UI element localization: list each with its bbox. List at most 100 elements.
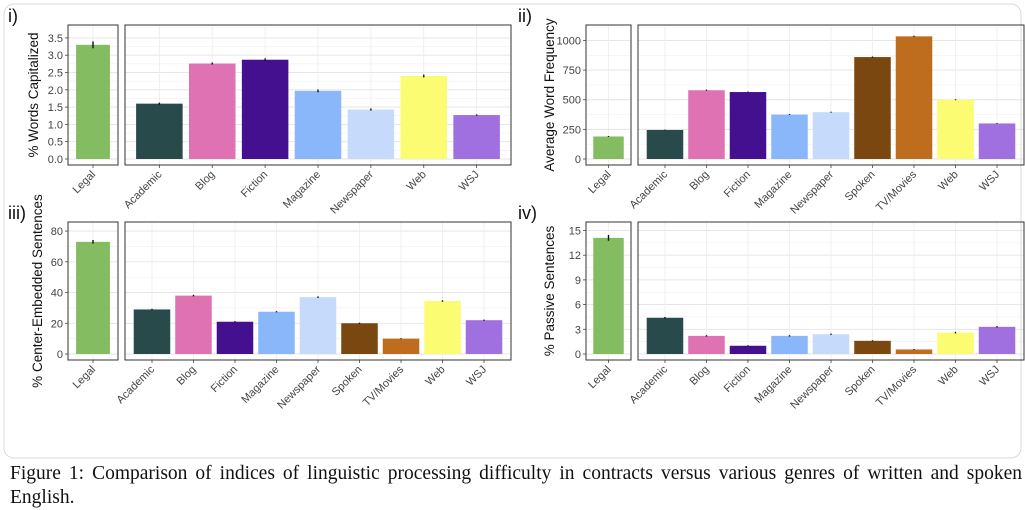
caption-label: Figure 1: [10, 463, 85, 484]
bar-academic [646, 129, 684, 159]
bar-wsj [453, 115, 500, 159]
x-tick-label-spoken: Spoken [330, 364, 365, 399]
bar-tv-movies [382, 338, 420, 354]
facet-legal: Legal [67, 221, 119, 392]
x-tick-label-spoken: Spoken [843, 169, 878, 204]
bar-spoken [341, 323, 378, 354]
y-tick-label: 60 [51, 257, 63, 269]
bar-magazine [771, 114, 808, 159]
y-tick-label: 1000 [557, 35, 581, 47]
x-tick-label-wsj: WSJ [977, 364, 1002, 389]
facet-border [585, 24, 632, 166]
y-axis-label: % Passive Sentences [542, 225, 557, 356]
facet-border [637, 24, 1025, 166]
facet-genres: Academic Blog Fiction Magazine Newspaper Web W… [122, 24, 512, 216]
x-tick-label-tv-movies: TV/Movies [361, 363, 407, 409]
facet-border [637, 221, 1025, 361]
y-axis-label: % Words Capitalized [26, 32, 41, 157]
bar-fiction [216, 321, 254, 354]
x-tick-label-wsj: WSJ [457, 169, 482, 194]
bar-magazine [771, 335, 808, 354]
y-tick-label: 80 [51, 226, 63, 238]
panel-label: iv) [518, 203, 537, 223]
bar-fiction [241, 59, 289, 159]
facet-legal: Legal [585, 221, 632, 391]
x-tick-label-tv-movies: TV/Movies [874, 363, 920, 409]
panel-2: ii) Average Word Frequency Legal Academic Bl… [518, 6, 1025, 216]
bar-magazine [294, 90, 342, 159]
x-tick-label-academic: Academic [114, 363, 157, 406]
facet-border [585, 221, 632, 361]
figure-frame [3, 3, 1022, 459]
facet-legal: Legal [585, 24, 632, 197]
y-tick-label: 2.0 [48, 85, 63, 97]
x-tick-label-magazine: Magazine [281, 169, 323, 211]
facet-legal: Legal [67, 24, 119, 197]
bar-newspaper [299, 297, 337, 354]
y-tick-label: 1.0 [48, 119, 63, 131]
bar-academic [646, 317, 684, 354]
figure: i) % Words Capitalized Legal Academic Blog Fi… [3, 3, 1025, 459]
y-tick-label: 20 [51, 318, 63, 330]
x-tick-label-newspaper: Newspaper [788, 363, 836, 411]
y-tick-label: 0 [575, 349, 581, 361]
y-tick-label: 12 [569, 250, 581, 262]
caption-text: Comparison of indices of linguistic proc… [10, 463, 1022, 508]
x-tick-label-fiction: Fiction [722, 364, 753, 395]
panel-4: iv) % Passive Sentences Legal Academic Blog F… [518, 203, 1025, 411]
x-tick-label-blog: Blog [175, 364, 199, 388]
x-tick-label-academic: Academic [122, 168, 165, 211]
x-tick-label-tv-movies: TV/Movies [874, 168, 920, 214]
x-tick-label-web: Web [936, 169, 960, 193]
bar-spoken [854, 57, 891, 159]
x-tick-label-wsj: WSJ [464, 364, 489, 389]
panel-3: iii) % Center-Embedded Sentences Legal Acad… [8, 194, 512, 411]
x-tick-label-legal: Legal [586, 169, 614, 197]
bar-legal [76, 241, 110, 354]
y-tick-label: 0 [57, 349, 63, 361]
x-tick-label-magazine: Magazine [239, 364, 281, 406]
facet-border [124, 221, 512, 361]
x-tick-label-blog: Blog [688, 364, 712, 388]
y-tick-label: 3.5 [48, 33, 63, 45]
x-tick-label-web: Web [423, 364, 447, 388]
bar-spoken [854, 340, 891, 354]
x-tick-label-legal: Legal [71, 169, 99, 197]
facet-border [67, 24, 119, 166]
bar-web [400, 75, 448, 159]
bar-legal [76, 44, 110, 159]
bar-blog [688, 335, 725, 354]
x-tick-label-web: Web [936, 364, 960, 388]
x-tick-label-fiction: Fiction [239, 169, 270, 200]
bar-blog [188, 63, 236, 159]
y-axis-label: % Center-Embedded Sentences [30, 194, 45, 388]
x-tick-label-legal: Legal [71, 364, 99, 392]
x-tick-label-wsj: WSJ [977, 169, 1002, 194]
figure-caption: Figure 1: Comparison of indices of lingui… [10, 462, 1022, 510]
bar-legal [593, 237, 624, 354]
bar-wsj [978, 123, 1016, 159]
y-tick-label: 0.5 [48, 137, 63, 149]
bar-magazine [258, 311, 295, 354]
x-tick-label-fiction: Fiction [209, 364, 240, 395]
x-tick-label-academic: Academic [627, 168, 670, 211]
bar-blog [688, 90, 725, 159]
y-tick-label: 750 [563, 65, 581, 77]
panel-1: i) % Words Capitalized Legal Academic Blog Fi… [8, 6, 512, 216]
panel-label: iii) [8, 203, 26, 223]
x-tick-label-newspaper: Newspaper [275, 363, 323, 411]
x-tick-label-web: Web [405, 169, 429, 193]
x-tick-label-academic: Academic [627, 363, 670, 406]
bar-fiction [729, 345, 767, 354]
y-tick-label: 500 [563, 95, 581, 107]
bar-wsj [465, 320, 503, 354]
y-tick-label: 250 [563, 124, 581, 136]
y-tick-label: 1.5 [48, 102, 63, 114]
bar-newspaper [812, 334, 850, 354]
bar-tv-movies [895, 36, 933, 160]
bar-academic [133, 309, 171, 354]
bar-tv-movies [895, 349, 933, 354]
y-tick-label: 2.5 [48, 68, 63, 80]
